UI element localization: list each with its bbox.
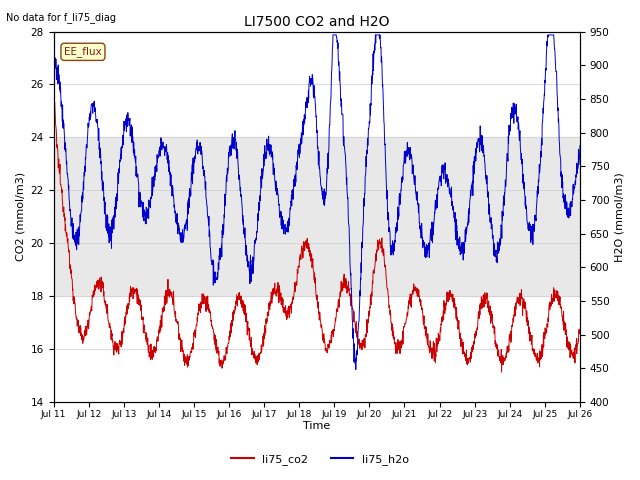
Legend: li75_co2, li75_h2o: li75_co2, li75_h2o (227, 450, 413, 469)
X-axis label: Time: Time (303, 421, 330, 432)
Text: EE_flux: EE_flux (64, 47, 102, 57)
Title: LI7500 CO2 and H2O: LI7500 CO2 and H2O (244, 15, 390, 29)
Y-axis label: CO2 (mmol/m3): CO2 (mmol/m3) (15, 172, 25, 261)
Bar (54, 137, 580, 296)
Y-axis label: H2O (mmol/m3): H2O (mmol/m3) (615, 172, 625, 262)
Text: No data for f_li75_diag: No data for f_li75_diag (6, 12, 116, 23)
